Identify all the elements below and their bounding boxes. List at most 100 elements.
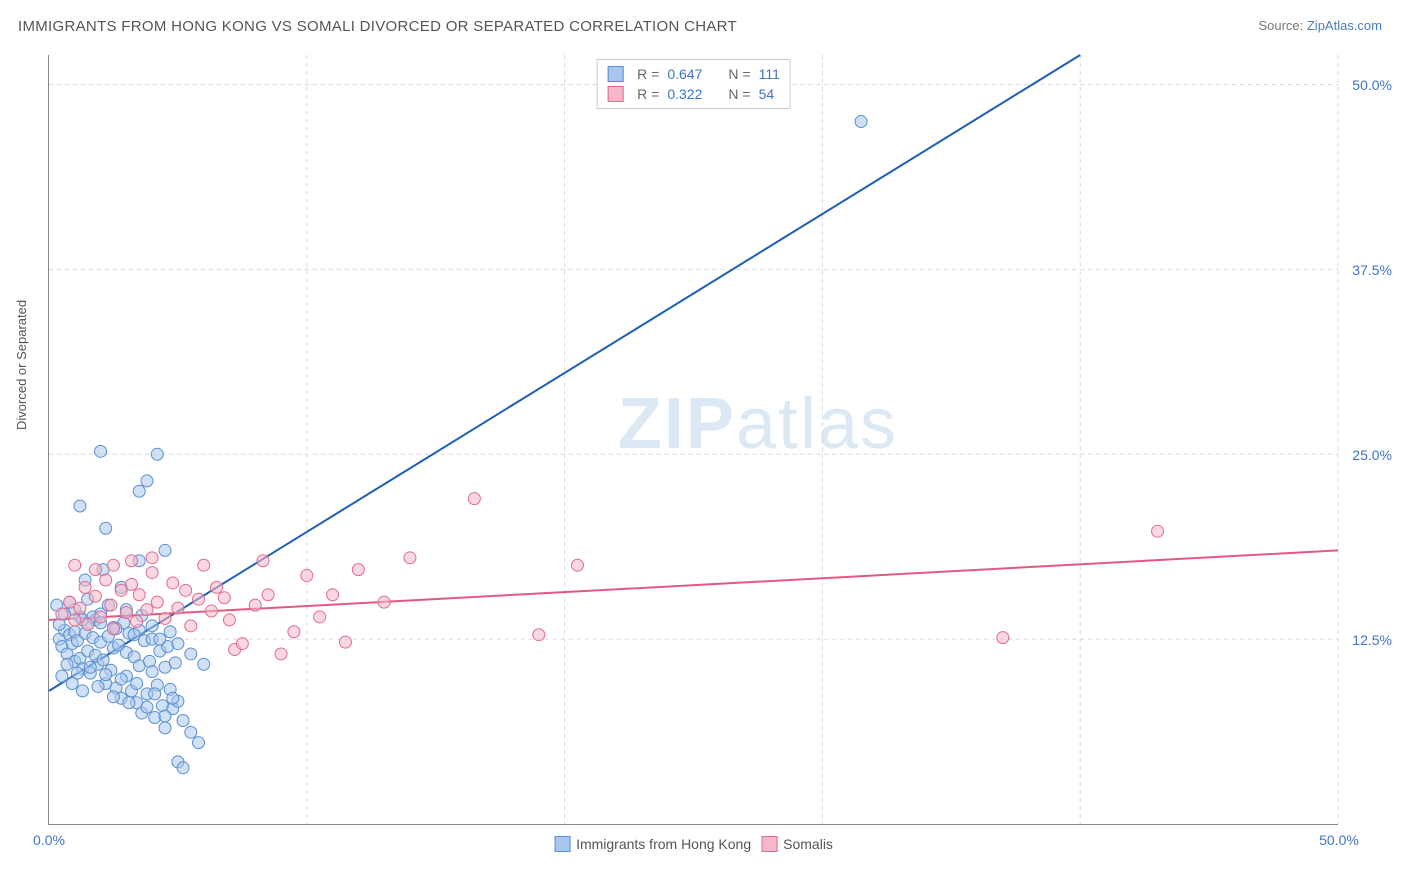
data-point[interactable]: [177, 762, 189, 774]
data-point[interactable]: [100, 574, 112, 586]
data-point[interactable]: [100, 522, 112, 534]
data-point[interactable]: [185, 726, 197, 738]
data-point[interactable]: [133, 589, 145, 601]
data-point[interactable]: [126, 578, 138, 590]
legend-stats-row-hk: R = 0.647 N = 111: [607, 64, 780, 84]
data-point[interactable]: [141, 475, 153, 487]
data-point[interactable]: [69, 559, 81, 571]
data-point[interactable]: [97, 654, 109, 666]
data-point[interactable]: [151, 448, 163, 460]
data-point[interactable]: [131, 615, 143, 627]
data-point[interactable]: [89, 590, 101, 602]
data-point[interactable]: [82, 618, 94, 630]
data-point[interactable]: [205, 605, 217, 617]
data-point[interactable]: [177, 714, 189, 726]
data-point[interactable]: [198, 658, 210, 670]
data-point[interactable]: [172, 602, 184, 614]
data-point[interactable]: [164, 626, 176, 638]
legend-label-so: Somalis: [783, 836, 833, 852]
data-point[interactable]: [131, 678, 143, 690]
data-point[interactable]: [100, 669, 112, 681]
data-point[interactable]: [107, 623, 119, 635]
data-point[interactable]: [218, 592, 230, 604]
data-point[interactable]: [468, 493, 480, 505]
data-point[interactable]: [378, 596, 390, 608]
data-point[interactable]: [149, 688, 161, 700]
data-point[interactable]: [167, 577, 179, 589]
data-point[interactable]: [159, 710, 171, 722]
data-point[interactable]: [193, 593, 205, 605]
data-point[interactable]: [172, 638, 184, 650]
data-point[interactable]: [141, 604, 153, 616]
data-point[interactable]: [352, 564, 364, 576]
data-point[interactable]: [95, 611, 107, 623]
data-point[interactable]: [146, 567, 158, 579]
data-point[interactable]: [185, 620, 197, 632]
data-point[interactable]: [95, 445, 107, 457]
data-point[interactable]: [69, 614, 81, 626]
data-point[interactable]: [159, 612, 171, 624]
y-tick-label: 37.5%: [1352, 262, 1392, 278]
data-point[interactable]: [211, 581, 223, 593]
data-point[interactable]: [126, 555, 138, 567]
data-point[interactable]: [275, 648, 287, 660]
data-point[interactable]: [327, 589, 339, 601]
r-value-hk: 0.647: [667, 66, 702, 82]
data-point[interactable]: [107, 559, 119, 571]
r-label: R =: [637, 66, 659, 82]
data-point[interactable]: [997, 632, 1009, 644]
data-point[interactable]: [404, 552, 416, 564]
data-point[interactable]: [105, 599, 117, 611]
data-point[interactable]: [533, 629, 545, 641]
data-point[interactable]: [855, 116, 867, 128]
legend-item-hk[interactable]: Immigrants from Hong Kong: [554, 836, 751, 852]
data-point[interactable]: [159, 722, 171, 734]
data-point[interactable]: [154, 633, 166, 645]
data-point[interactable]: [133, 485, 145, 497]
data-point[interactable]: [180, 584, 192, 596]
data-point[interactable]: [128, 629, 140, 641]
legend-item-so[interactable]: Somalis: [761, 836, 833, 852]
source-link[interactable]: ZipAtlas.com: [1307, 18, 1382, 33]
data-point[interactable]: [61, 658, 73, 670]
data-point[interactable]: [314, 611, 326, 623]
legend-swatch-so-icon: [761, 836, 777, 852]
data-point[interactable]: [1152, 525, 1164, 537]
data-point[interactable]: [146, 620, 158, 632]
data-point[interactable]: [223, 614, 235, 626]
data-point[interactable]: [71, 667, 83, 679]
data-point[interactable]: [79, 581, 91, 593]
data-point[interactable]: [257, 555, 269, 567]
data-point[interactable]: [159, 544, 171, 556]
data-point[interactable]: [185, 648, 197, 660]
data-point[interactable]: [92, 680, 104, 692]
data-point[interactable]: [288, 626, 300, 638]
data-point[interactable]: [193, 737, 205, 749]
data-point[interactable]: [339, 636, 351, 648]
data-point[interactable]: [89, 564, 101, 576]
data-point[interactable]: [169, 657, 181, 669]
data-point[interactable]: [151, 596, 163, 608]
data-point[interactable]: [56, 670, 68, 682]
data-point[interactable]: [167, 692, 179, 704]
source-label: Source:: [1258, 18, 1306, 33]
data-point[interactable]: [198, 559, 210, 571]
data-point[interactable]: [571, 559, 583, 571]
data-point[interactable]: [236, 638, 248, 650]
data-point[interactable]: [262, 589, 274, 601]
data-point[interactable]: [107, 691, 119, 703]
data-point[interactable]: [301, 570, 313, 582]
data-point[interactable]: [84, 661, 96, 673]
data-point[interactable]: [74, 500, 86, 512]
data-point[interactable]: [115, 673, 127, 685]
data-point[interactable]: [74, 602, 86, 614]
data-point[interactable]: [77, 685, 89, 697]
data-point[interactable]: [249, 599, 261, 611]
data-point[interactable]: [146, 666, 158, 678]
data-point[interactable]: [146, 552, 158, 564]
data-point[interactable]: [123, 697, 135, 709]
data-point[interactable]: [56, 608, 68, 620]
data-point[interactable]: [141, 701, 153, 713]
data-point[interactable]: [120, 607, 132, 619]
y-axis-label: Divorced or Separated: [14, 300, 29, 430]
